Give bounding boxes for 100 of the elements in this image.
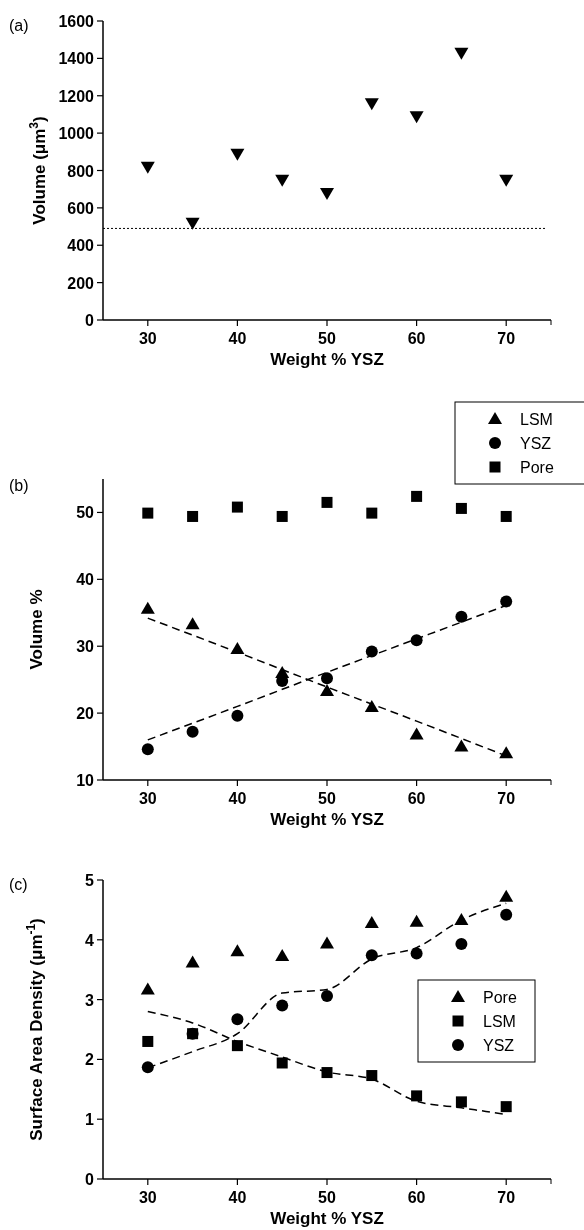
y-tick-label: 1000 (58, 125, 95, 143)
point (276, 999, 289, 1012)
x-tick-label: 70 (497, 790, 516, 807)
point (366, 1070, 378, 1082)
point (499, 889, 514, 902)
point (411, 1090, 423, 1102)
point (185, 617, 200, 630)
point (187, 510, 199, 522)
point (410, 947, 423, 960)
point (231, 1040, 243, 1052)
y-tick-label: 4 (85, 931, 95, 949)
x-tick-label: 40 (228, 330, 247, 347)
point (276, 1057, 288, 1069)
x-axis-title: Weight % YSZ (270, 810, 384, 829)
point (409, 111, 424, 124)
point (275, 948, 290, 961)
point (231, 1013, 244, 1026)
point (140, 601, 155, 614)
point (500, 1101, 512, 1113)
point (366, 507, 378, 519)
y-tick-label: 400 (67, 237, 95, 255)
y-tick-label: 5 (85, 872, 95, 889)
y-tick-label: 20 (76, 705, 95, 723)
point (230, 944, 245, 957)
text: (c) (9, 876, 28, 893)
point (455, 937, 468, 950)
point (141, 1061, 154, 1074)
point (185, 217, 200, 230)
point (320, 187, 334, 200)
point (409, 727, 424, 740)
x-tick-label: 40 (228, 1189, 247, 1206)
point (276, 510, 288, 522)
y-tick-label: 1 (85, 1111, 95, 1129)
point (142, 1035, 154, 1047)
x-tick-label: 40 (228, 790, 247, 807)
point (320, 936, 334, 949)
legend-label: LSM (483, 1013, 516, 1030)
point (500, 908, 513, 921)
point (140, 161, 155, 174)
point (411, 490, 423, 502)
point (140, 982, 155, 995)
point (321, 1067, 333, 1079)
y-tick-label: 200 (67, 274, 95, 292)
text: (a) (9, 17, 29, 34)
y-tick-label: 40 (76, 571, 95, 589)
x-axis-title: Weight % YSZ (270, 350, 384, 369)
y-tick-label: 10 (76, 772, 95, 789)
point (364, 916, 379, 929)
y-tick-label: 0 (85, 1171, 95, 1188)
x-tick-label: 30 (138, 790, 157, 807)
x-tick-label: 70 (497, 330, 516, 347)
point (365, 949, 378, 962)
point (455, 502, 467, 514)
point (500, 510, 512, 522)
y-tick-label: 2 (85, 1051, 95, 1069)
x-tick-label: 30 (138, 330, 157, 347)
point (454, 739, 469, 752)
point (499, 174, 514, 187)
point (275, 174, 290, 187)
x-tick-label: 30 (138, 1189, 157, 1206)
y-tick-label: 1600 (58, 13, 95, 30)
point (231, 709, 244, 722)
text: (b) (9, 477, 29, 494)
point (186, 725, 199, 738)
point (321, 672, 333, 685)
legend-label: LSM (520, 411, 553, 428)
point (500, 595, 513, 608)
y-tick-label: 3 (85, 991, 95, 1009)
y-tick-label: 0 (85, 312, 95, 329)
x-tick-label: 60 (407, 330, 426, 347)
point (364, 98, 379, 111)
point (231, 501, 243, 513)
point (455, 1096, 467, 1108)
y-tick-label: 600 (67, 199, 95, 217)
x-tick-label: 60 (407, 790, 426, 807)
legend-label: YSZ (520, 435, 552, 452)
y-tick-label: 1400 (58, 50, 95, 68)
x-axis-title: Weight % YSZ (270, 1209, 384, 1228)
point (321, 496, 333, 508)
y-axis-title: Volume % (27, 589, 46, 670)
point (230, 148, 245, 161)
point (409, 914, 424, 927)
x-tick-label: 50 (318, 1189, 336, 1206)
legend-label: Pore (520, 459, 554, 476)
x-tick-label: 70 (497, 1189, 516, 1206)
x-tick-label: 50 (318, 330, 336, 347)
point (142, 507, 154, 519)
y-tick-label: 50 (76, 504, 95, 522)
point (185, 955, 200, 968)
point (454, 47, 469, 60)
y-tick-label: 1200 (58, 87, 95, 105)
y-tick-label: 800 (67, 162, 95, 180)
point (321, 990, 333, 1003)
y-tick-label: 30 (76, 638, 95, 656)
point (320, 684, 334, 697)
x-tick-label: 60 (407, 1189, 426, 1206)
point (364, 700, 379, 713)
x-tick-label: 50 (318, 790, 336, 807)
point (455, 610, 468, 623)
point (141, 743, 154, 756)
